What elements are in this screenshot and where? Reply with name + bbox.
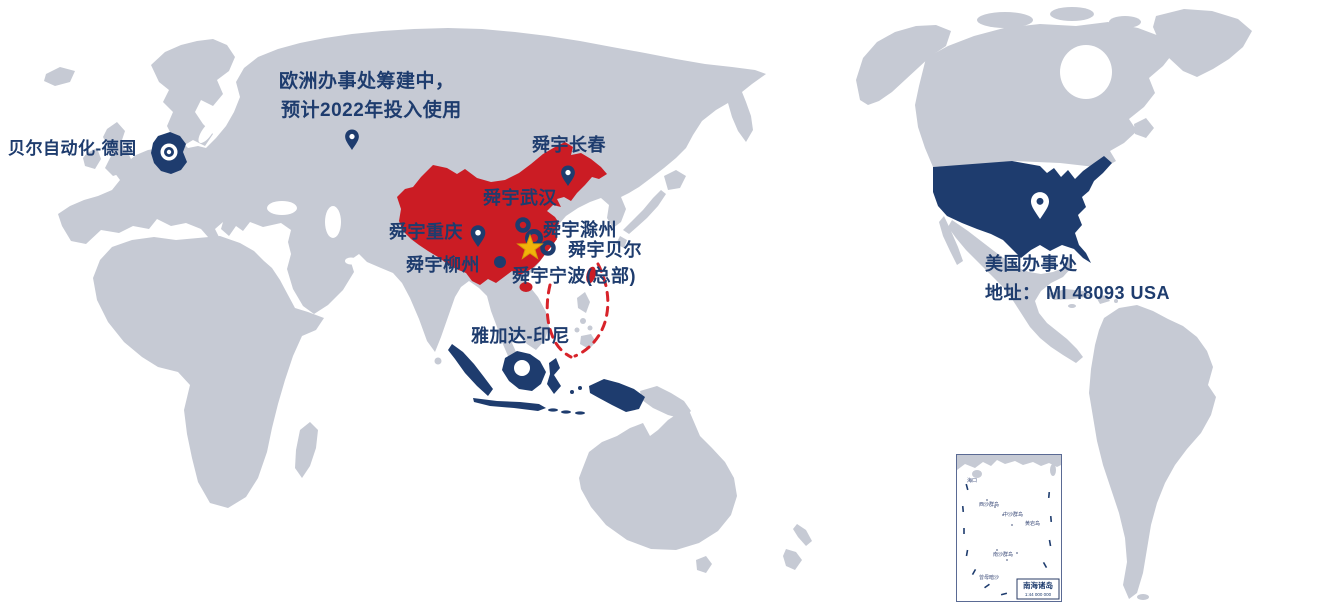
- landmass-luzon: [577, 292, 590, 313]
- landmass-jamaica: [1068, 304, 1076, 308]
- nine-dash-line: [545, 262, 610, 359]
- label-chongqing: 舜宇重庆: [389, 222, 463, 242]
- landmass-iceland: [44, 67, 75, 86]
- landmass-newfoundland: [1134, 118, 1154, 138]
- landmass-greenland: [1153, 9, 1252, 77]
- star-icon-ningbo-hq: [516, 233, 544, 260]
- label-europe-office-line2: 预计2022年投入使用: [281, 100, 462, 121]
- inset-scale: 1:44 000 000: [1025, 592, 1052, 597]
- label-bell-germany: 贝尔自动化-德国: [8, 139, 137, 158]
- label-changchun: 舜宇长春: [532, 135, 606, 155]
- inset-island-labels: 海口 西沙群岛 中沙群岛 黄岩岛 南沙群岛 曾母暗沙: [967, 477, 1040, 581]
- landmass-ph-island: [580, 318, 586, 324]
- indonesia-lesser-sunda: [561, 410, 571, 414]
- landmass-ph-island: [574, 327, 580, 333]
- landmass-hokkaido: [664, 170, 686, 190]
- landmass-new-guinea: [640, 386, 691, 419]
- label-ningbo-hq: 舜宇宁波(总部): [512, 266, 636, 286]
- landmass-africa: [93, 236, 324, 508]
- pin-icon-chongqing: [470, 225, 486, 247]
- china-taiwan: [586, 266, 596, 284]
- inset-label-zengmu: 曾母暗沙: [979, 574, 999, 581]
- label-wuhan: 舜宇武汉: [483, 188, 557, 208]
- inland-seas: [198, 45, 1112, 265]
- inset-label-haikou: 海口: [967, 477, 977, 484]
- inset-caption: 南海诸岛: [1023, 580, 1053, 590]
- landmass-tierra-del-fuego: [1137, 594, 1149, 600]
- landmass-sakhalin: [679, 93, 695, 140]
- indonesia-west-papua: [589, 379, 645, 412]
- inset-label-nansha: 南沙群岛: [993, 551, 1013, 558]
- marker-group: [345, 129, 1050, 268]
- indonesia-maluku: [578, 386, 582, 390]
- label-jakarta: 雅加达-印尼: [471, 326, 570, 346]
- inset-label-huangyan: 黄岩岛: [1025, 520, 1040, 527]
- landmass-scandinavia: [151, 39, 235, 146]
- landmass-south-america: [1089, 305, 1216, 599]
- inset-coastline: [957, 455, 1061, 470]
- landmass-madagascar: [295, 422, 318, 478]
- inset-map: 海口 西沙群岛 中沙群岛 黄岩岛 南沙群岛 曾母暗沙 南海诸岛 1:44 000…: [957, 455, 1061, 600]
- indonesia-lesser-sunda: [548, 408, 558, 412]
- pin-icon-usa-office: [1030, 192, 1050, 219]
- china-mainland: [397, 142, 607, 285]
- landmass-ph-island: [587, 325, 593, 331]
- inset-island-specks: [986, 499, 1018, 561]
- landmass-sri-lanka: [434, 357, 442, 365]
- landmass-arctic-island: [977, 12, 1033, 28]
- landmass-new-zealand-north: [793, 524, 812, 546]
- landmass-britain: [103, 122, 133, 176]
- inset-label-zhongsha: 中沙群岛: [1003, 511, 1023, 518]
- landmass-puerto-rico: [1114, 299, 1118, 303]
- usa-region: [933, 156, 1112, 263]
- pin-icon-europe-office: [345, 129, 359, 150]
- indonesia-sumatra: [448, 344, 493, 396]
- pin-icon-changchun: [561, 165, 575, 186]
- inset-label-xisha: 西沙群岛: [979, 501, 999, 508]
- landmass-arctic-island: [1050, 7, 1094, 21]
- inset-caption-box: 南海诸岛 1:44 000 000: [1016, 578, 1060, 600]
- landmass-alaska: [856, 25, 951, 105]
- landmass-new-zealand-south: [783, 549, 802, 570]
- ring-icon-bell-china: [540, 240, 556, 256]
- landmass-australia: [579, 408, 737, 550]
- landmass-kyushu: [616, 236, 627, 248]
- indonesia-java: [473, 398, 546, 411]
- ring-icon-wuhan: [515, 217, 531, 233]
- label-us-address: 地址： MI 48093 USA: [985, 283, 1171, 303]
- indonesia-sulawesi: [547, 358, 561, 394]
- landmass-mexico-central-america: [948, 220, 1083, 363]
- indonesia-region: [448, 344, 645, 415]
- landmass-ireland: [83, 148, 101, 169]
- inset-hainan: [972, 470, 982, 478]
- landmass-hispaniola: [1096, 295, 1110, 304]
- label-liuzhou: 舜宇柳州: [406, 255, 480, 275]
- gear-ring-icon: [166, 149, 172, 155]
- landmass-honshu: [623, 190, 666, 234]
- inset-taiwan: [1050, 464, 1056, 476]
- china-hainan: [519, 282, 533, 292]
- landmass-baja: [939, 216, 963, 265]
- label-us-office: 美国办事处: [985, 254, 1078, 274]
- south-china-sea-inset: 海口 西沙群岛 中沙群岛 黄岩岛 南沙群岛 曾母暗沙 南海诸岛 1:44 000…: [956, 454, 1062, 602]
- landmass-cuba: [1047, 289, 1091, 300]
- label-chuzhou: 舜宇滁州: [543, 220, 617, 240]
- indonesia-lesser-sunda: [575, 411, 585, 415]
- china-region: [397, 142, 607, 292]
- dot-icon-liuzhou: [494, 256, 506, 268]
- indonesia-maluku: [570, 390, 574, 394]
- germany-region: [151, 132, 187, 174]
- landmass-tasmania: [696, 556, 712, 573]
- landmass-canada: [915, 22, 1174, 168]
- label-bell-china: 舜宇贝尔: [568, 240, 642, 260]
- jakarta-white-dot-icon: [514, 360, 530, 376]
- label-europe-office-line1: 欧洲办事处筹建中，: [279, 71, 455, 92]
- landmass-mindanao: [580, 334, 596, 349]
